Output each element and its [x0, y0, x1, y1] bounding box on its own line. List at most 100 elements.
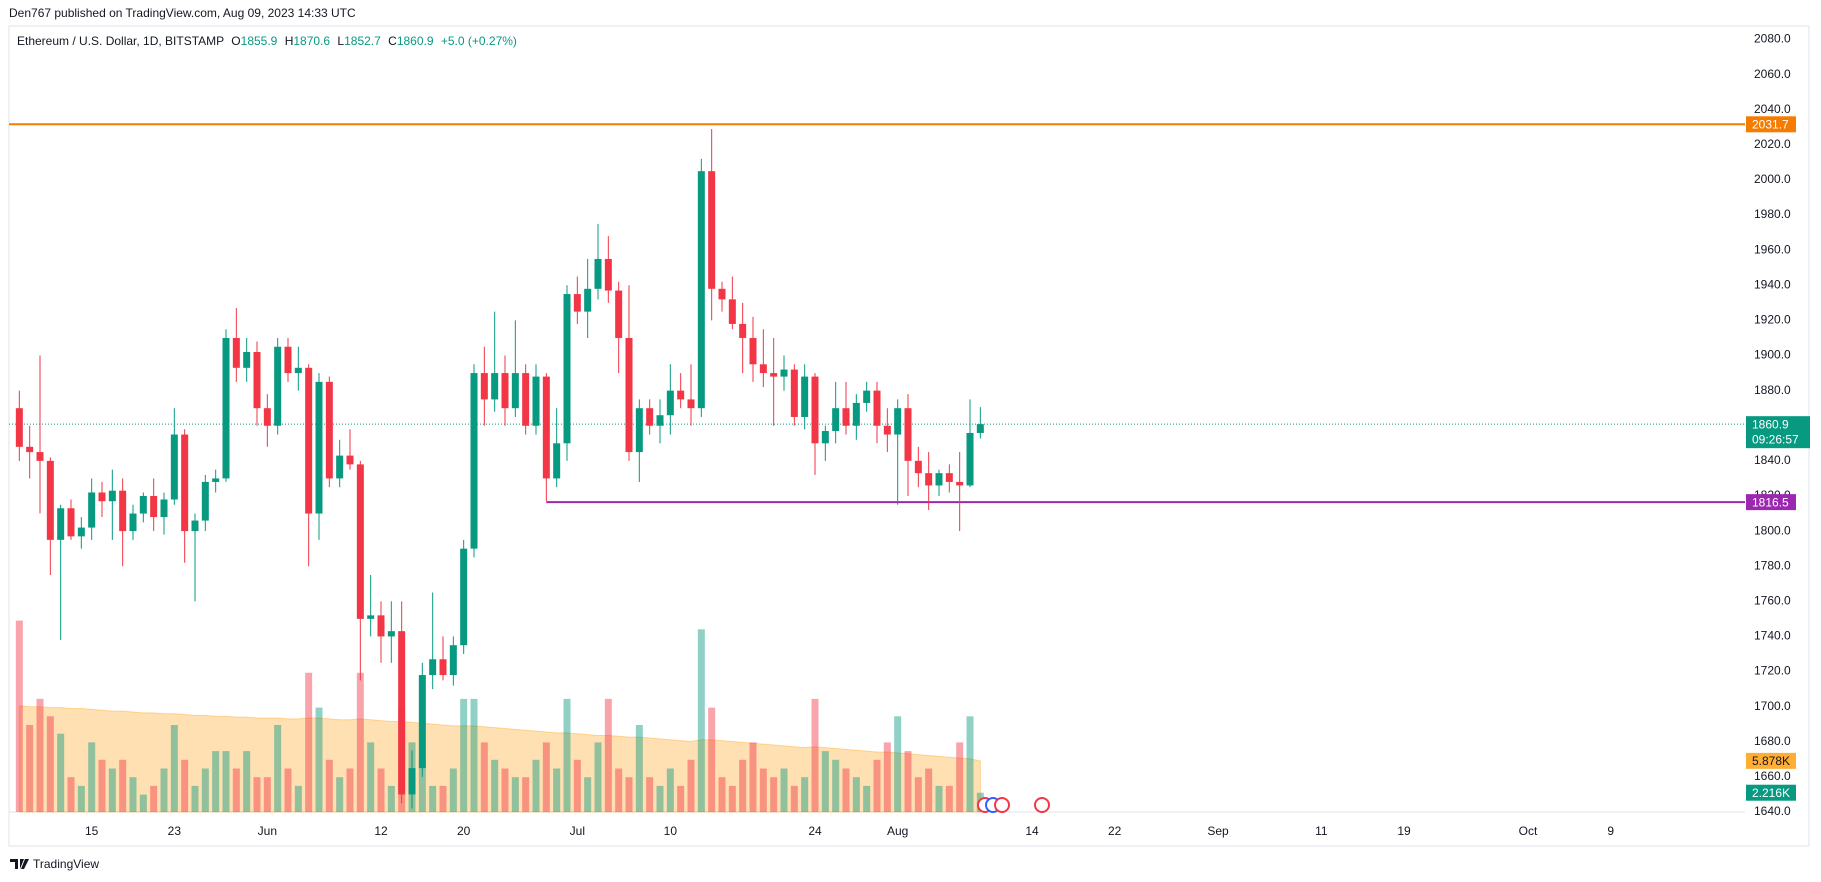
y-tick-label: 1700.0: [1754, 699, 1791, 713]
candle-body: [656, 415, 664, 426]
y-tick-label: 1960.0: [1754, 242, 1791, 256]
y-tick-label: 1720.0: [1754, 664, 1791, 678]
x-tick-label: 10: [664, 824, 678, 838]
y-tick-label: 1800.0: [1754, 523, 1791, 537]
volume-bar: [181, 759, 189, 812]
candle-body: [832, 408, 840, 432]
volume-bar: [201, 768, 209, 812]
volume-bar: [212, 751, 220, 812]
volume-bar: [573, 759, 581, 812]
candle-body: [759, 364, 767, 374]
y-tick-label: 1980.0: [1754, 207, 1791, 221]
y-tick-label: 2000.0: [1754, 172, 1791, 186]
volume-bar: [346, 768, 354, 812]
candle-body: [418, 675, 426, 769]
legend-label: O: [231, 34, 240, 48]
volume-bar: [759, 768, 767, 812]
candle-body: [925, 473, 933, 486]
volume-bar: [522, 777, 530, 812]
volume-bar: [563, 698, 571, 812]
volume-bar: [956, 742, 964, 812]
volume-bar: [274, 725, 282, 812]
volume-bar: [925, 768, 933, 812]
volume-box: [1746, 784, 1796, 801]
candle-body: [119, 490, 127, 532]
candle-body: [263, 408, 271, 426]
x-tick-label: 23: [168, 824, 182, 838]
candle-body: [821, 431, 829, 444]
x-tick-label: 24: [808, 824, 822, 838]
candle-body: [904, 408, 912, 461]
y-tick-label: 1880.0: [1754, 383, 1791, 397]
volume-bar: [119, 759, 127, 812]
candle-body: [201, 481, 209, 521]
volume-bar: [315, 707, 323, 812]
candle-body: [88, 492, 96, 528]
volume-bar: [57, 733, 65, 812]
y-tick-label: 1900.0: [1754, 348, 1791, 362]
volume-bar: [914, 777, 922, 812]
candle-body: [284, 346, 292, 374]
candle-body: [336, 455, 344, 479]
candle-body: [522, 373, 530, 426]
volume-bar: [439, 785, 447, 812]
event-icon: [1034, 797, 1050, 813]
candle-body: [253, 352, 261, 409]
volume-bar: [790, 785, 798, 812]
candle-body: [666, 390, 674, 416]
y-tick-label: 1660.0: [1754, 769, 1791, 783]
volume-bar: [150, 785, 158, 812]
candle-body: [553, 443, 561, 479]
x-tick-label: 20: [457, 824, 471, 838]
volume-bar: [656, 785, 664, 812]
volume-bar: [263, 777, 271, 812]
volume-bar: [894, 716, 902, 812]
candle-body: [811, 376, 819, 444]
candle-body: [635, 408, 643, 453]
candle-body: [222, 337, 230, 479]
event-icon: [994, 797, 1010, 813]
volume-bar: [139, 794, 147, 812]
y-tick-label: 2020.0: [1754, 137, 1791, 151]
candle-body: [98, 492, 106, 502]
volume-bar: [232, 768, 240, 812]
volume-bar: [646, 777, 654, 812]
volume-bar: [584, 777, 592, 812]
volume-bar: [966, 716, 974, 812]
volume-label: 2.216K: [1752, 786, 1790, 800]
volume-bar: [821, 751, 829, 812]
volume-bar: [336, 777, 344, 812]
y-tick-label: 1940.0: [1754, 277, 1791, 291]
candle-body: [914, 460, 922, 474]
candle-body: [150, 495, 158, 518]
candle-body: [770, 373, 778, 377]
volume-bar: [935, 785, 943, 812]
candle-body: [604, 258, 612, 291]
legend-value: 1852.7: [344, 34, 381, 48]
volume-bar: [129, 777, 137, 812]
candle-body: [749, 337, 757, 365]
x-tick-label: Oct: [1519, 824, 1538, 838]
candle-body: [387, 631, 395, 637]
candle-body: [108, 490, 116, 502]
candle-body: [625, 337, 633, 453]
volume-bar: [718, 777, 726, 812]
candle-body: [129, 513, 137, 532]
candle-body: [677, 390, 685, 400]
legend-label: H: [285, 34, 294, 48]
candle-body: [542, 376, 550, 479]
volume-bar: [666, 768, 674, 812]
candle-body: [863, 390, 871, 403]
candle-body: [36, 452, 44, 461]
volume-bar: [728, 785, 736, 812]
volume-bar: [873, 759, 881, 812]
volume-bar: [77, 785, 85, 812]
candle-body: [594, 258, 602, 289]
candle-body: [67, 508, 75, 537]
price-label: 1816.5: [1752, 495, 1789, 509]
candle-body: [491, 373, 499, 400]
y-tick-label: 2060.0: [1754, 67, 1791, 81]
candle-body: [367, 615, 375, 619]
candle-body: [429, 659, 437, 676]
